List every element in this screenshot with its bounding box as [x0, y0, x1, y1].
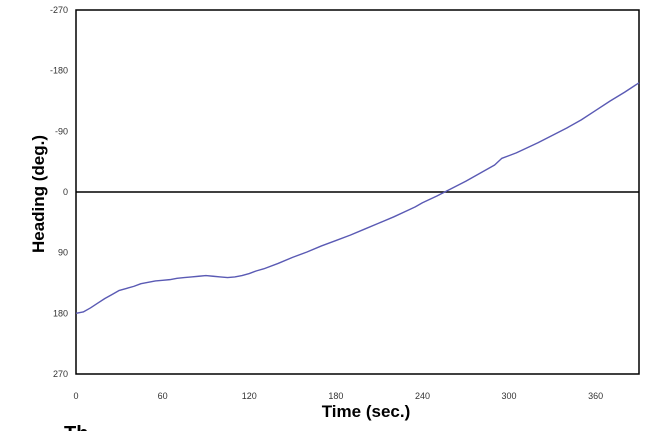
- y-tick-label: -180: [50, 66, 68, 76]
- y-tick-label: 90: [58, 248, 68, 258]
- y-tick-label: 0: [63, 187, 68, 197]
- x-tick-label: 300: [502, 391, 517, 401]
- x-tick-label: 180: [328, 391, 343, 401]
- x-tick-label: 360: [588, 391, 603, 401]
- x-tick-label: 120: [242, 391, 257, 401]
- y-tick-label: -270: [50, 5, 68, 15]
- y-axis-ticks: -270 -180 -90 0 90 180 270: [50, 5, 68, 379]
- y-axis-label: Heading (deg.): [29, 135, 48, 253]
- series-line: [75, 82, 640, 315]
- y-tick-label: 180: [53, 308, 68, 318]
- y-tick-label: -90: [55, 126, 68, 136]
- x-tick-label: 60: [158, 391, 168, 401]
- x-axis-ticks: 0 60 120 180 240 300 360: [73, 391, 603, 401]
- y-tick-label: 270: [53, 369, 68, 379]
- x-axis-label: Time (sec.): [322, 402, 411, 421]
- clipped-caption-text: Th: [64, 423, 88, 431]
- x-tick-label: 240: [415, 391, 430, 401]
- x-tick-label: 0: [73, 391, 78, 401]
